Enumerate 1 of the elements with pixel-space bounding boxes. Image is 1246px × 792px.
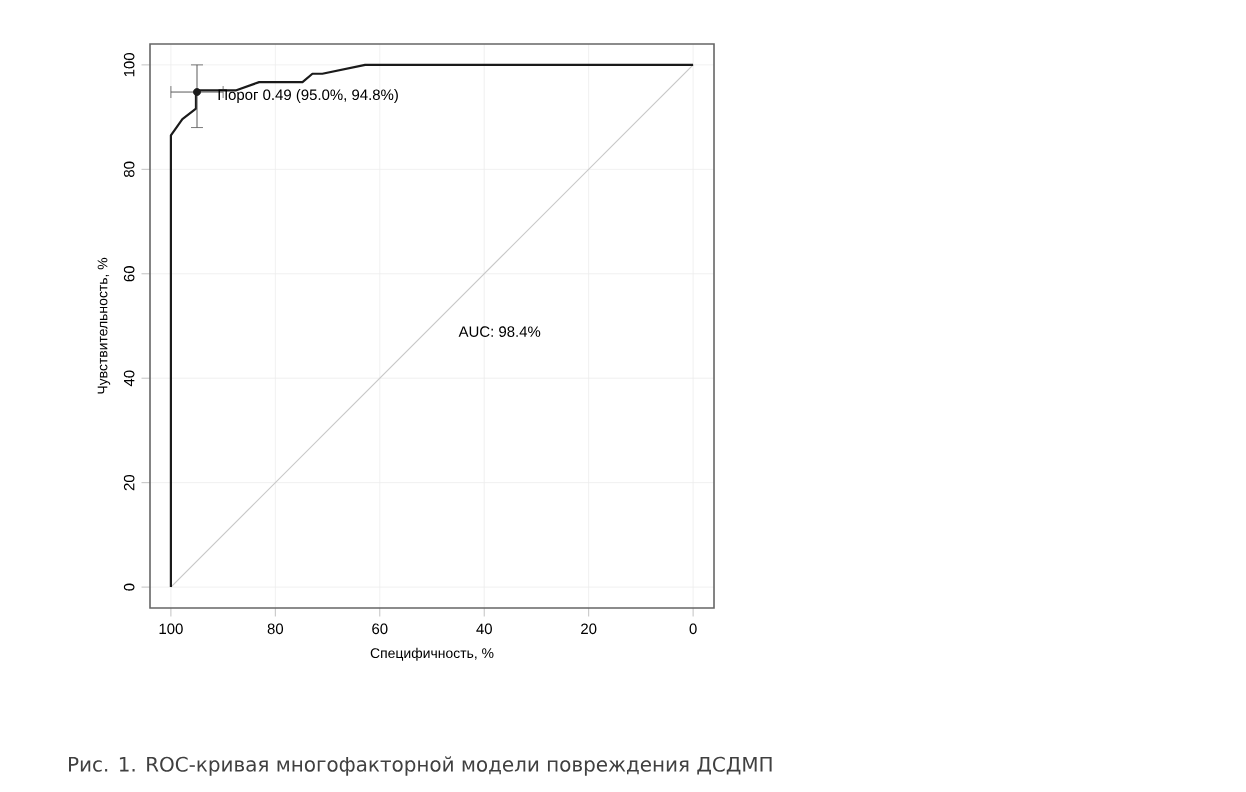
text: Рис. 1. ROC-кривая многофакторной модели повреждения ДСДМП xyxy=(69,756,772,776)
